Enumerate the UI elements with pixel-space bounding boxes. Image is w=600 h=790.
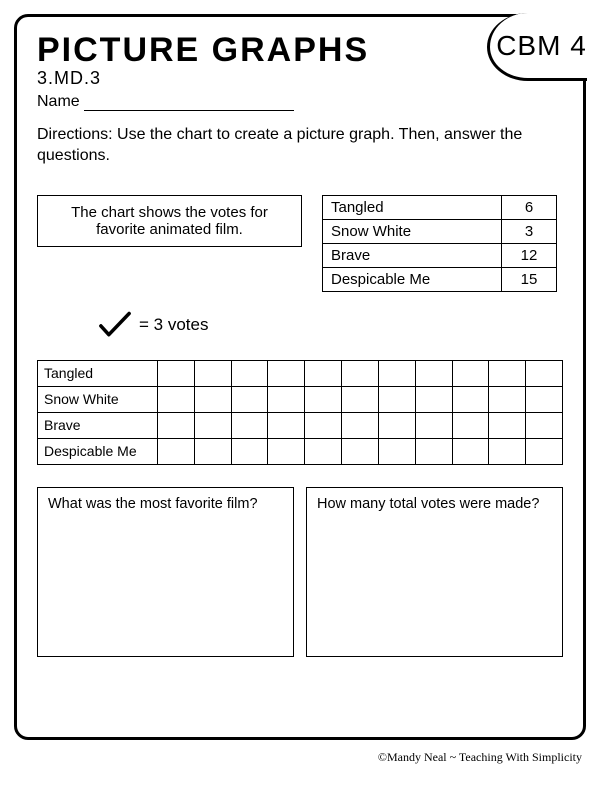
name-input-line[interactable] [84, 95, 294, 111]
worksheet-page: CBM 4 PICTURE GRAPHS 3.MD.3 Name Directi… [14, 14, 586, 740]
questions-row: What was the most favorite film? How man… [37, 487, 563, 657]
chart-description-box: The chart shows the votes for favorite a… [37, 195, 302, 247]
graph-row[interactable]: Brave [38, 412, 563, 438]
question-2-text: How many total votes were made? [317, 496, 539, 512]
data-label: Snow White [323, 219, 502, 243]
name-row: Name [37, 93, 563, 111]
graph-row[interactable]: Despicable Me [38, 438, 563, 464]
cbm-badge: CBM 4 [487, 13, 587, 81]
data-label: Brave [323, 243, 502, 267]
picture-graph-grid[interactable]: Tangled Snow White Brave Despicable Me [37, 360, 563, 465]
upper-row: The chart shows the votes for favorite a… [37, 195, 563, 292]
name-label: Name [37, 93, 80, 110]
table-row: Snow White 3 [323, 219, 557, 243]
key-text: = 3 votes [139, 315, 208, 335]
copyright-footer: ©Mandy Neal ~ Teaching With Simplicity [0, 750, 582, 765]
table-row: Despicable Me 15 [323, 267, 557, 291]
standard-code: 3.MD.3 [37, 68, 563, 89]
graph-row[interactable]: Snow White [38, 386, 563, 412]
graph-key: = 3 votes [97, 310, 563, 340]
title-row: PICTURE GRAPHS [37, 31, 563, 70]
graph-row[interactable]: Tangled [38, 360, 563, 386]
data-value: 15 [502, 267, 557, 291]
graph-row-label: Snow White [38, 386, 158, 412]
data-value: 3 [502, 219, 557, 243]
data-value: 6 [502, 195, 557, 219]
table-row: Tangled 6 [323, 195, 557, 219]
data-value: 12 [502, 243, 557, 267]
data-table: Tangled 6 Snow White 3 Brave 12 Despicab… [322, 195, 557, 292]
graph-row-label: Tangled [38, 360, 158, 386]
checkmark-icon [97, 310, 133, 340]
page-title: PICTURE GRAPHS [37, 31, 369, 70]
data-label: Despicable Me [323, 267, 502, 291]
question-box-1[interactable]: What was the most favorite film? [37, 487, 294, 657]
cbm-badge-text: CBM 4 [496, 30, 587, 62]
table-row: Brave 12 [323, 243, 557, 267]
graph-row-label: Brave [38, 412, 158, 438]
question-box-2[interactable]: How many total votes were made? [306, 487, 563, 657]
data-label: Tangled [323, 195, 502, 219]
directions-text: Directions: Use the chart to create a pi… [37, 125, 563, 167]
graph-row-label: Despicable Me [38, 438, 158, 464]
question-1-text: What was the most favorite film? [48, 496, 258, 512]
